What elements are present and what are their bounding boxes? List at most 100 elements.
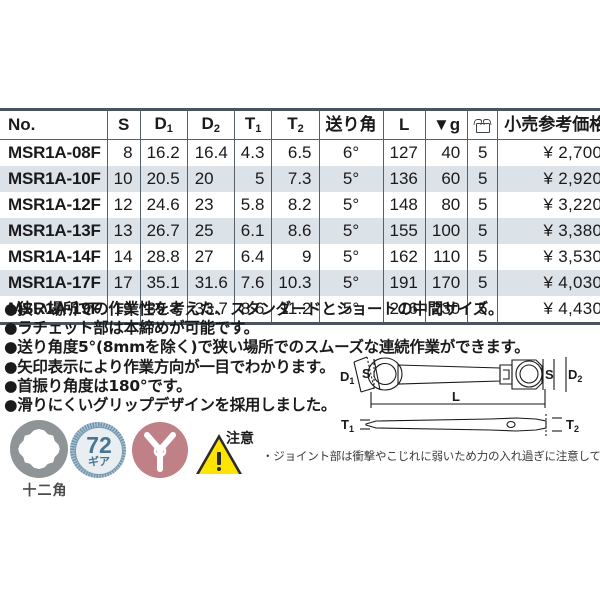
price-value: ¥ 3,220 — [497, 192, 600, 218]
price-value: ¥ 4,030 — [497, 270, 600, 296]
weight-value: 110 — [424, 244, 469, 270]
icon-strip: 十二角 72 ギア 注意 — [4, 420, 264, 500]
t1-value: 6.1 — [233, 218, 273, 244]
caution-icon: 注意 — [196, 428, 266, 476]
price-value: ¥ 2,700 — [497, 139, 600, 166]
wrench-dimension-diagram: D1 S S D2 L T1 T2 — [340, 348, 600, 440]
diagram-label-s-right: S — [545, 367, 554, 382]
caution-exclamation-dot — [217, 467, 221, 471]
model-number: MSR1A-17F — [0, 270, 108, 296]
diagram-label-d2: D2 — [568, 367, 582, 384]
size-value: 14 — [106, 244, 141, 270]
table-row: MSR1A-17F 17 35.1 31.6 7.6 10.3 5° 191 170 5 ¥ 4,0… — [0, 270, 600, 296]
table-row: MSR1A-12F 12 24.6 23 5.8 8.2 5° 148 80 5 ¥ 3,220 — [0, 192, 600, 218]
feed-angle-value: 6° — [318, 139, 384, 166]
t1-value: 5 — [233, 166, 273, 192]
spec-table: No. S D1 D2 T1 T2 送り角 L ▼g 小売参考価格 MSR1A-… — [0, 108, 600, 325]
diagram-label-t2: T2 — [566, 417, 579, 434]
feature-item: ●滑りにくいグリップデザインを採用しました。 — [4, 396, 337, 415]
flex-head-icon — [132, 422, 188, 478]
d1-value: 16.2 — [139, 139, 188, 166]
carton-qty-value: 5 — [467, 192, 499, 218]
diagram-label-s-left: S — [362, 366, 371, 381]
d2-value: 16.4 — [186, 139, 235, 166]
twelve-point-label: 十二角 — [22, 483, 68, 499]
feed-angle-value: 5° — [318, 166, 384, 192]
d1-value: 39.3 — [139, 296, 188, 325]
length-value: 162 — [382, 244, 426, 270]
t2-value: 8.6 — [271, 218, 320, 244]
twelve-point-icon: 十二角 — [10, 420, 68, 499]
diagram-label-d1: D1 — [340, 369, 354, 386]
weight-value: 230 — [424, 296, 469, 325]
weight-value: 40 — [424, 139, 469, 166]
spec-table-container: No. S D1 D2 T1 T2 送り角 L ▼g 小売参考価格 MSR1A-… — [0, 108, 600, 325]
spec-table-head: No. S D1 D2 T1 T2 送り角 L ▼g 小売参考価格 — [0, 108, 600, 140]
price-value: ¥ 3,530 — [497, 244, 600, 270]
d2-value: 31.6 — [186, 270, 235, 296]
diagram-label-l: L — [452, 389, 460, 404]
gear-count-number: 72 — [86, 432, 112, 458]
gear-inner-disc: 72 ギア — [75, 427, 123, 475]
col-header-price: 小売参考価格 — [497, 108, 600, 140]
d1-value: 35.1 — [139, 270, 188, 296]
t1-value: 7.6 — [233, 270, 273, 296]
feed-angle-value: 5° — [318, 270, 384, 296]
size-value: 8 — [106, 139, 141, 166]
weight-value: 60 — [424, 166, 469, 192]
col-header-t1: T1 — [233, 108, 273, 140]
model-number: MSR1A-19F — [0, 296, 108, 325]
col-header-d2-text: D — [201, 114, 214, 133]
diagram-label-t1: T1 — [341, 417, 354, 434]
t2-value: 11.2 — [271, 296, 320, 325]
length-value: 148 — [382, 192, 426, 218]
gear-count-unit: ギア — [88, 455, 110, 468]
model-number: MSR1A-12F — [0, 192, 108, 218]
feed-angle-value: 5° — [318, 192, 384, 218]
carton-qty-value: 5 — [467, 270, 499, 296]
t1-value: 8.6 — [233, 296, 273, 325]
model-number: MSR1A-08F — [0, 139, 108, 166]
joint-caution-note: ・ジョイント部は衝撃やこじれに弱いため力の入れ過ぎに注意してください。 — [262, 449, 600, 463]
spec-table-body: MSR1A-08F 8 16.2 16.4 4.3 6.5 6° 127 40 5 ¥ 2,700 M… — [0, 139, 600, 325]
model-number: MSR1A-13F — [0, 218, 108, 244]
feature-item: ●矢印表示により作業方向が一目でわかります。 — [4, 357, 335, 376]
length-value: 127 — [382, 139, 426, 166]
table-row: MSR1A-14F 14 28.8 27 6.4 9 5° 162 110 5 ¥ 3,530 — [0, 244, 600, 270]
t1-value: 4.3 — [233, 139, 273, 166]
table-row: MSR1A-10F 10 20.5 20 5 7.3 5° 136 60 5 ¥ 2,920 — [0, 166, 600, 192]
d1-value: 26.7 — [139, 218, 188, 244]
col-header-no: No. — [0, 108, 108, 140]
d1-value: 28.8 — [139, 244, 188, 270]
size-value: 17 — [106, 270, 141, 296]
carton-box-icon — [474, 119, 492, 133]
col-header-d2: D2 — [186, 108, 235, 140]
length-value: 136 — [382, 166, 426, 192]
feature-item: ●ラチェット部は本締めが可能です。 — [4, 319, 259, 338]
t2-value: 8.2 — [271, 192, 320, 218]
weight-value: 80 — [424, 192, 469, 218]
col-header-t2: T2 — [271, 108, 320, 140]
feed-angle-value: 5° — [318, 218, 384, 244]
table-row: MSR1A-08F 8 16.2 16.4 4.3 6.5 6° 127 40 5 ¥ 2,700 — [0, 139, 600, 166]
d2-value: 25 — [186, 218, 235, 244]
col-header-t1-sub: 1 — [255, 123, 262, 135]
t2-value: 7.3 — [271, 166, 320, 192]
gear-count-icon: 72 ギア — [70, 422, 126, 478]
col-header-t2-text: T — [287, 114, 298, 133]
length-value: 155 — [382, 218, 426, 244]
col-header-d1-sub: 1 — [166, 123, 173, 135]
weight-value: 100 — [424, 218, 469, 244]
table-row: MSR1A-19F 19 39.3 33.7 8.6 11.2 5° 216 230 5 ¥ 4,4… — [0, 296, 600, 325]
col-header-carton — [467, 108, 499, 140]
caution-exclamation-bar — [217, 452, 221, 465]
size-value: 12 — [106, 192, 141, 218]
header-row: No. S D1 D2 T1 T2 送り角 L ▼g 小売参考価格 — [0, 108, 600, 140]
feature-item: ●送り角度5°(8mmを除く)で狭い場所でのスムーズな連続作業ができます。 — [4, 338, 530, 357]
col-header-d2-sub: 2 — [213, 123, 220, 135]
feature-list: ●狭い場所での作業性を考えた、スタンダードとショートの中間サイズ。 ●ラチェット部… — [4, 300, 530, 415]
col-header-t1-text: T — [244, 114, 256, 133]
t1-value: 5.8 — [233, 192, 273, 218]
col-header-s: S — [106, 108, 141, 140]
